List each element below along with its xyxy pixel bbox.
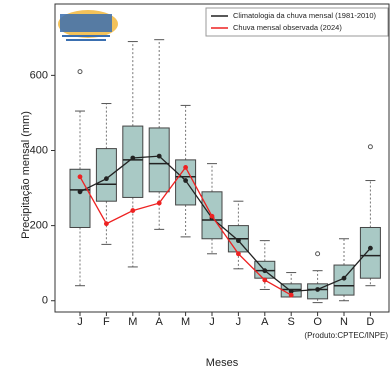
x-tick-label: M — [181, 316, 190, 328]
series-point — [236, 238, 241, 244]
x-tick-label: S — [288, 316, 295, 328]
y-axis-label: Precipitação mensal (mm) — [20, 111, 32, 239]
x-tick-label: J — [77, 316, 83, 328]
x-axis-label: Meses — [206, 357, 239, 366]
x-tick-label: D — [366, 316, 374, 328]
legend-label: Chuva mensal observada (2024) — [233, 23, 342, 32]
series-point — [341, 275, 347, 281]
series-point — [288, 288, 294, 294]
box — [122, 125, 144, 198]
legend-box — [205, 7, 389, 37]
series-point — [156, 153, 162, 159]
series-point — [262, 268, 268, 274]
box — [95, 148, 117, 202]
y-tick-label: 400 — [30, 144, 48, 156]
series-point — [104, 221, 109, 227]
box — [359, 226, 381, 279]
outlier — [315, 251, 321, 257]
x-tick-label: M — [128, 316, 137, 328]
x-tick-label: J — [209, 316, 215, 328]
series-point — [130, 208, 136, 213]
series-point — [77, 174, 83, 180]
x-tick-label: J — [236, 316, 242, 328]
x-tick-label: N — [340, 316, 348, 328]
series-point — [183, 164, 189, 170]
box — [148, 127, 170, 193]
logo — [58, 10, 118, 41]
series-point — [368, 245, 373, 251]
box — [69, 168, 91, 228]
series-point — [315, 287, 320, 292]
legend-label: Climatologia da chuva mensal (1981-2010) — [233, 11, 377, 20]
series-point — [183, 178, 189, 183]
series-point — [209, 213, 215, 219]
series-point — [236, 251, 241, 257]
series-point — [262, 277, 268, 283]
series-point — [104, 176, 109, 182]
series-point — [288, 292, 294, 298]
y-tick-label: 0 — [42, 295, 48, 307]
x-tick-label: A — [261, 316, 269, 328]
series-line — [79, 155, 371, 293]
series-point — [156, 200, 162, 206]
x-tick-label: F — [103, 316, 110, 328]
x-tick-label: A — [156, 316, 164, 328]
series-point — [77, 189, 83, 195]
source-note: (Produto:CPTEC/INPE) — [304, 331, 388, 340]
outlier — [77, 69, 83, 75]
x-tick-label: O — [313, 316, 322, 328]
plot-frame — [54, 3, 390, 313]
series-point — [130, 155, 136, 161]
y-tick-label: 600 — [30, 69, 48, 81]
y-tick-label: 200 — [30, 220, 48, 232]
outlier — [367, 144, 373, 150]
